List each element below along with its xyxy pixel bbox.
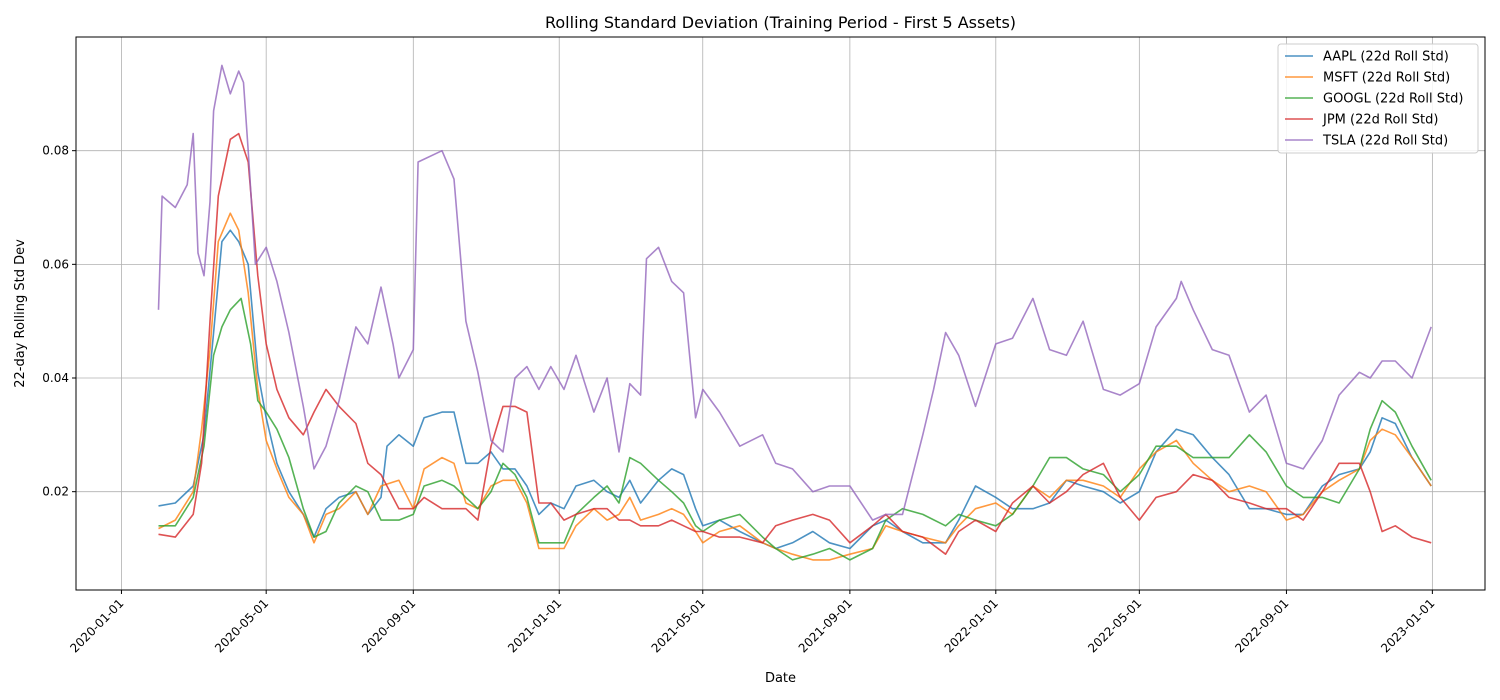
series-line-aapl [158, 229, 1432, 550]
y-tick-label: 0.06 [42, 257, 69, 271]
legend-label-aapl: AAPL (22d Roll Std) [1323, 50, 1449, 65]
series-line-msft [158, 212, 1432, 561]
series-lines [157, 64, 1432, 561]
grid [76, 37, 1485, 590]
legend-frame [1277, 43, 1479, 154]
series-line-googl [158, 297, 1432, 561]
legend-label-googl: GOOGL (22d Roll Std) [1323, 92, 1463, 107]
x-axis-title: Date [765, 671, 796, 686]
legend-label-jpm: JPM (22d Roll Std) [1322, 113, 1438, 128]
chart-title: Rolling Standard Deviation (Training Per… [545, 13, 1016, 32]
legend-label-tsla: TSLA (22d Roll Std) [1322, 134, 1448, 149]
series-line-tsla [157, 64, 1432, 521]
plot-frame [75, 36, 1486, 591]
y-tick-label: 0.02 [42, 485, 69, 499]
legend-label-msft: MSFT (22d Roll Std) [1323, 71, 1450, 86]
legend: AAPL (22d Roll Std) MSFT (22d Roll Std) GO… [1277, 43, 1479, 154]
y-tick-label: 0.08 [42, 144, 69, 158]
y-tick-label: 0.04 [42, 371, 69, 385]
y-axis-title: 22-day Rolling Std Dev [13, 239, 28, 388]
series-line-jpm [158, 132, 1432, 555]
